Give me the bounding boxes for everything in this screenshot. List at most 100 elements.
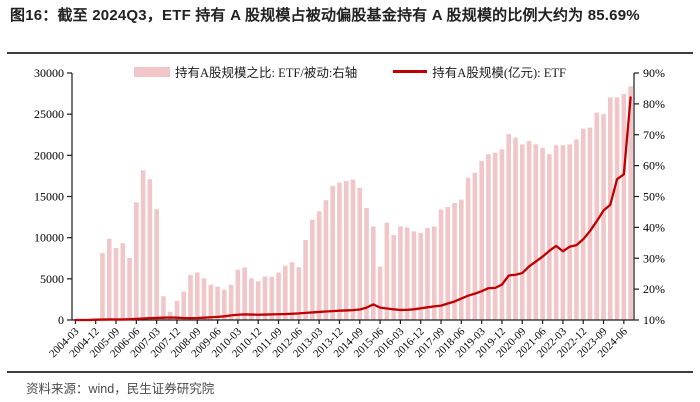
bar	[594, 112, 600, 321]
bar	[621, 94, 627, 320]
right-axis-label: 30%	[643, 251, 665, 265]
bar	[452, 202, 457, 320]
bar	[188, 274, 193, 320]
bar	[249, 278, 254, 320]
bar	[208, 284, 214, 320]
bar	[601, 114, 606, 320]
line-swatch-icon	[393, 70, 428, 73]
bar	[472, 172, 478, 320]
bar	[445, 207, 451, 320]
bar	[377, 266, 383, 320]
bar	[580, 128, 586, 320]
bar	[492, 152, 498, 320]
bar	[242, 267, 247, 320]
bar	[540, 147, 545, 320]
bar	[628, 86, 633, 320]
bar	[587, 127, 593, 321]
right-axis-label: 20%	[643, 282, 665, 296]
bar	[120, 243, 126, 320]
bar	[276, 272, 281, 320]
bar	[100, 253, 105, 320]
left-axis-label: 25000	[34, 107, 64, 121]
right-axis-label: 40%	[643, 220, 665, 234]
bar	[215, 286, 220, 320]
bar	[181, 291, 187, 320]
bar	[255, 281, 261, 320]
bar	[499, 149, 505, 320]
right-axis-label: 90%	[643, 66, 665, 80]
bar	[282, 265, 288, 320]
ratio-bars	[100, 86, 633, 321]
bar	[486, 154, 491, 320]
bar	[127, 257, 132, 320]
bar	[289, 262, 295, 320]
bar	[425, 227, 430, 320]
right-axis-label: 80%	[643, 97, 665, 111]
left-axis-label: 5000	[40, 272, 64, 286]
bar	[228, 284, 234, 320]
bar	[608, 97, 613, 320]
bar	[350, 179, 356, 320]
bar	[161, 296, 166, 320]
bar	[323, 200, 329, 320]
bar	[262, 276, 268, 320]
bar	[479, 160, 484, 320]
left-axis-label: 0	[58, 313, 64, 327]
legend-item-etf-line: 持有A股规模(亿元): ETF	[393, 62, 566, 81]
bar	[113, 248, 119, 320]
bar	[269, 276, 275, 320]
left-axis-label: 30000	[34, 66, 64, 80]
bar	[431, 226, 437, 320]
bar	[147, 179, 153, 320]
bar	[371, 226, 376, 320]
right-axis-label: 70%	[643, 128, 665, 142]
data-source: 资料来源：wind，民生证券研究院	[26, 382, 215, 396]
legend-label-etf-scale: 持有A股规模(亿元): ETF	[432, 66, 566, 80]
bar	[418, 232, 424, 320]
bar	[174, 300, 180, 320]
bar	[140, 170, 146, 320]
bar	[614, 97, 620, 320]
bar	[513, 137, 518, 320]
bar	[526, 140, 532, 320]
figure-title: 图16：截至 2024Q3，ETF 持有 A 股规模占被动偏股基金持有 A 股规…	[10, 7, 640, 24]
axes	[67, 72, 639, 324]
bar	[404, 227, 410, 321]
bar	[560, 145, 566, 320]
bar	[574, 139, 579, 320]
bar	[465, 177, 471, 320]
bar	[438, 209, 444, 320]
title-divider	[7, 52, 693, 54]
left-axis-label: 15000	[34, 190, 64, 204]
right-axis-label: 60%	[643, 159, 665, 173]
bar	[506, 134, 512, 320]
bar	[411, 231, 417, 320]
etf-scale-line	[74, 96, 632, 322]
bar	[222, 289, 227, 320]
bar	[364, 207, 369, 320]
left-axis-label: 20000	[34, 148, 64, 162]
bar	[330, 186, 335, 320]
bar	[154, 209, 159, 320]
bar	[533, 144, 539, 320]
right-axis-label: 50%	[643, 190, 665, 204]
bar	[459, 199, 464, 320]
bar	[337, 182, 342, 320]
bar	[296, 267, 302, 320]
bar	[384, 222, 390, 320]
bar-swatch-icon	[134, 66, 170, 77]
right-axis-label: 10%	[643, 313, 665, 327]
footer-divider	[7, 371, 693, 373]
bar	[547, 154, 552, 320]
bar	[106, 238, 112, 320]
bar	[194, 272, 200, 320]
bar	[343, 181, 349, 320]
bar	[134, 202, 139, 320]
chart-legend: 持有A股规模之比: ETF/被动:右轴 持有A股规模(亿元): ETF	[0, 62, 700, 81]
bar	[167, 311, 173, 320]
bar	[519, 144, 525, 320]
bar	[567, 144, 572, 320]
bar	[310, 219, 315, 320]
